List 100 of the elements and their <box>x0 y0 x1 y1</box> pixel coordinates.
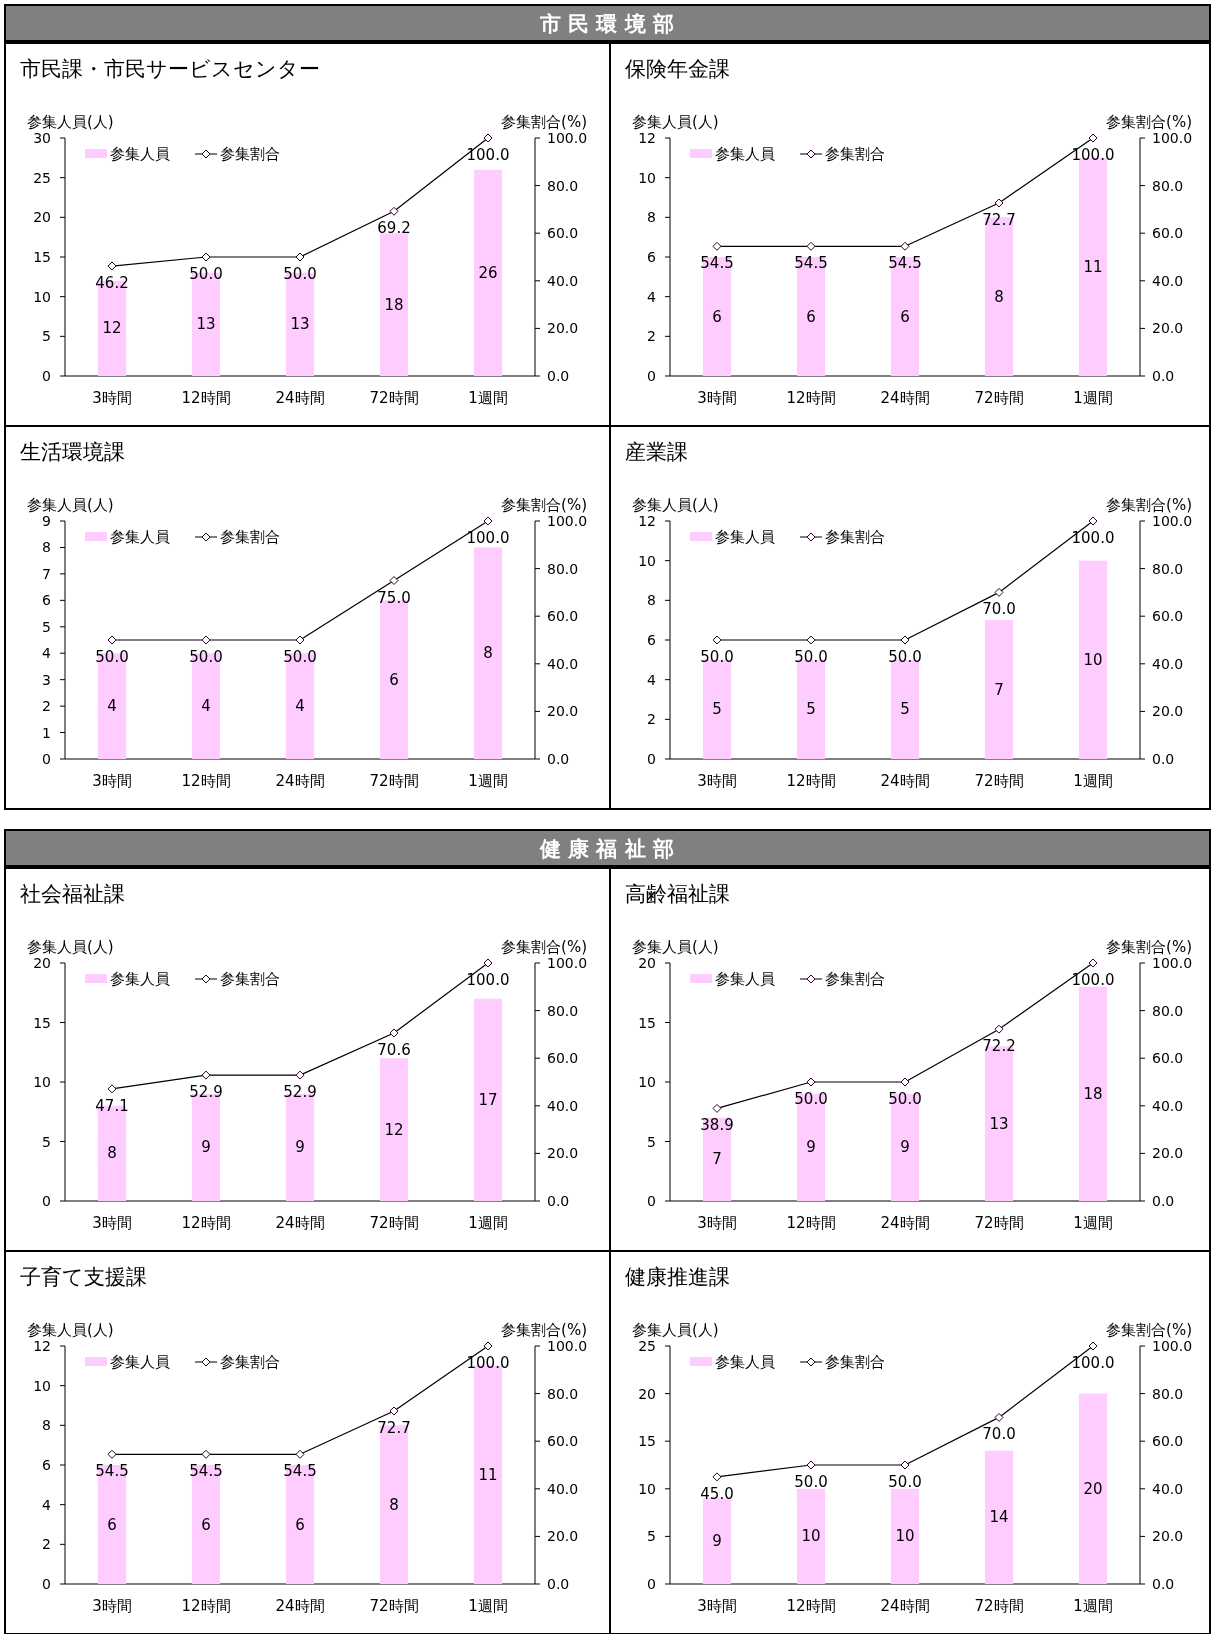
data-label: 14 <box>989 1508 1009 1527</box>
y-tick-label: 0 <box>647 1576 656 1592</box>
y-tick-label: 0 <box>42 751 51 767</box>
data-label: 50.0 <box>888 1090 922 1108</box>
bar <box>473 169 503 376</box>
data-label: 6 <box>712 307 722 326</box>
legend-label: 参集人員 <box>110 528 170 546</box>
y-tick-label: 15 <box>33 249 51 265</box>
data-label: 50.0 <box>888 1473 922 1491</box>
y-tick-label: 10 <box>638 1074 656 1090</box>
data-label: 69.2 <box>377 219 411 238</box>
y2-tick-label: 100.0 <box>1152 130 1193 146</box>
y2-tick-label: 80.0 <box>1152 1002 1184 1019</box>
data-label: 26 <box>478 263 498 282</box>
legend-label: 参集人員 <box>110 970 170 988</box>
y2-tick-label: 0.0 <box>1152 1193 1175 1209</box>
chart-title: 市民課・市民サービスセンター <box>20 57 320 81</box>
y-tick-label: 20 <box>33 209 51 226</box>
y-tick-label: 0 <box>647 368 656 384</box>
x-tick-label: 3時間 <box>697 772 737 790</box>
data-label: 50.0 <box>95 648 129 666</box>
y2-tick-label: 60.0 <box>1152 225 1184 242</box>
y2-tick-label: 40.0 <box>1152 1480 1184 1497</box>
y-tick-label: 10 <box>638 1480 656 1497</box>
legend-label: 参集人員 <box>715 528 775 546</box>
y-tick-label: 15 <box>638 1433 656 1450</box>
y2-tick-label: 0.0 <box>547 751 570 767</box>
x-tick-label: 3時間 <box>92 389 132 407</box>
x-tick-label: 24時間 <box>275 1597 325 1615</box>
y-tick-label: 0 <box>42 368 51 384</box>
data-label: 100.0 <box>466 146 510 164</box>
y2-axis-title: 参集割合(%) <box>501 113 587 131</box>
y2-tick-label: 40.0 <box>547 655 579 672</box>
data-label: 100.0 <box>1071 1354 1115 1372</box>
y2-tick-label: 80.0 <box>547 177 579 194</box>
bar <box>890 1093 920 1201</box>
x-tick-label: 72時間 <box>369 1597 419 1615</box>
bar <box>379 233 409 376</box>
y2-tick-label: 40.0 <box>547 272 579 289</box>
chart-title: 子育て支援課 <box>20 1265 147 1289</box>
y-tick-label: 8 <box>42 1417 51 1434</box>
y2-tick-label: 20.0 <box>547 320 579 337</box>
bar <box>1078 1393 1108 1584</box>
data-label: 54.5 <box>283 1462 317 1481</box>
data-label: 9 <box>201 1138 211 1157</box>
y2-tick-label: 40.0 <box>1152 655 1184 672</box>
x-tick-label: 12時間 <box>181 389 231 407</box>
y-tick-label: 2 <box>42 1536 51 1553</box>
y-tick-label: 5 <box>647 1133 656 1150</box>
y-tick-label: 12 <box>638 130 656 146</box>
y2-tick-label: 40.0 <box>547 1097 579 1114</box>
data-label: 8 <box>483 644 493 663</box>
y2-tick-label: 0.0 <box>547 1193 570 1209</box>
data-label: 12 <box>102 319 122 338</box>
data-label: 54.5 <box>794 254 828 273</box>
y-tick-label: 4 <box>647 288 657 305</box>
y2-tick-label: 0.0 <box>547 368 570 384</box>
data-label: 13 <box>989 1114 1009 1133</box>
y-tick-label: 6 <box>647 249 657 265</box>
data-label: 50.0 <box>283 648 317 666</box>
y-tick-label: 0 <box>42 1193 51 1209</box>
x-tick-label: 12時間 <box>181 772 231 790</box>
section-header: 市 民 環 境 部 <box>4 4 1211 42</box>
y-axis-title: 参集人員(人) <box>27 496 114 514</box>
bar <box>796 1093 826 1201</box>
data-label: 100.0 <box>466 529 510 547</box>
data-label: 5 <box>806 700 816 719</box>
y-tick-label: 4 <box>42 1496 52 1513</box>
y2-tick-label: 20.0 <box>1152 1145 1184 1162</box>
x-tick-label: 72時間 <box>369 389 419 407</box>
y2-tick-label: 60.0 <box>1152 608 1184 625</box>
data-label: 7 <box>712 1150 722 1169</box>
x-tick-label: 12時間 <box>786 1597 836 1615</box>
bar <box>379 1058 409 1201</box>
y-tick-label: 25 <box>638 1338 656 1354</box>
y2-tick-label: 0.0 <box>547 1576 570 1592</box>
y2-tick-label: 0.0 <box>1152 368 1175 384</box>
data-label: 52.9 <box>283 1083 317 1102</box>
y-tick-label: 6 <box>42 1457 52 1473</box>
data-label: 6 <box>806 307 816 326</box>
y2-tick-label: 100.0 <box>547 1338 588 1354</box>
y-tick-label: 1 <box>42 724 51 741</box>
data-label: 9 <box>295 1138 305 1157</box>
data-label: 50.0 <box>794 648 828 666</box>
data-label: 72.7 <box>377 1418 411 1437</box>
y-tick-label: 5 <box>42 618 51 635</box>
bar <box>702 1498 732 1584</box>
x-tick-label: 1週間 <box>468 1597 508 1615</box>
data-label: 72.7 <box>982 210 1016 229</box>
data-label: 6 <box>201 1515 211 1534</box>
y-tick-label: 12 <box>33 1338 51 1354</box>
section-header: 健 康 福 祉 部 <box>4 829 1211 867</box>
legend-label: 参集割合 <box>825 1353 885 1371</box>
y2-tick-label: 80.0 <box>547 560 579 577</box>
data-label: 47.1 <box>95 1096 129 1115</box>
x-tick-label: 1週間 <box>468 772 508 790</box>
x-tick-label: 1週間 <box>1073 772 1113 790</box>
y2-tick-label: 100.0 <box>1152 513 1193 529</box>
data-label: 100.0 <box>1071 971 1115 989</box>
x-tick-label: 12時間 <box>786 772 836 790</box>
